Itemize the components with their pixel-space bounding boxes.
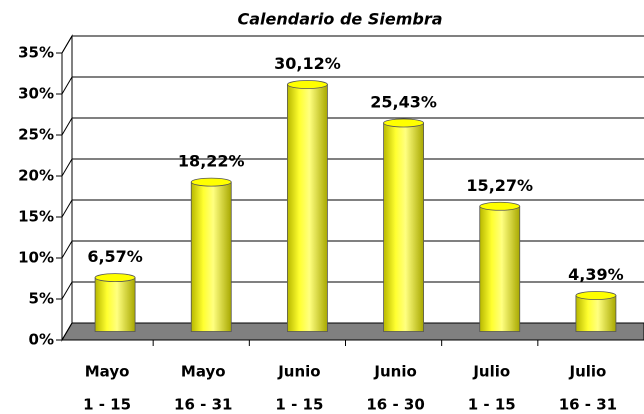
y-tick-label: 25% <box>18 126 54 144</box>
bar-top <box>479 201 521 211</box>
grid-line <box>61 199 644 218</box>
y-tick-label: 30% <box>18 85 54 103</box>
y-tick-label: 10% <box>18 249 54 267</box>
x-tick-label: Mayo <box>181 363 226 381</box>
x-tick-label: Junio <box>277 363 320 381</box>
bar <box>287 84 328 332</box>
value-label: 18,22% <box>178 152 245 171</box>
grid-line <box>61 117 644 136</box>
floor <box>61 322 644 341</box>
y-tick-label: 5% <box>29 290 54 308</box>
x-tick-label: 1 - 15 <box>275 396 323 414</box>
chart-title: Calendario de Siembra <box>238 10 443 29</box>
x-tick-label: Julio <box>568 363 606 381</box>
grid-line <box>61 35 644 54</box>
grid-line <box>61 240 644 259</box>
bar <box>575 295 617 332</box>
grid-line <box>61 158 644 177</box>
bar <box>94 277 136 332</box>
grid-line <box>61 322 644 341</box>
x-tick-label: Mayo <box>85 363 130 381</box>
bar-top <box>575 291 617 300</box>
y-tick-label: 0% <box>29 331 54 349</box>
bar <box>383 122 424 332</box>
value-label: 4,39% <box>568 265 624 284</box>
bar-top <box>287 80 328 89</box>
value-label: 6,57% <box>87 247 143 266</box>
y-tick-label: 20% <box>18 167 54 185</box>
bar-top <box>190 177 232 187</box>
y-tick-label: 15% <box>18 208 54 226</box>
x-tick-label: 1 - 15 <box>468 396 516 414</box>
grid-line <box>61 281 644 300</box>
x-tick-label: 16 - 31 <box>174 396 232 414</box>
value-label: 30,12% <box>274 54 341 73</box>
grid-line <box>61 76 644 95</box>
bar-top <box>94 273 136 283</box>
bar-top <box>383 118 424 128</box>
bar <box>479 205 521 332</box>
value-label: 25,43% <box>370 92 437 111</box>
value-label: 15,27% <box>466 176 533 195</box>
bar <box>190 181 232 332</box>
x-tick-label: Julio <box>472 363 510 381</box>
x-tick-label: 1 - 15 <box>83 396 131 414</box>
x-tick-label: Junio <box>373 363 416 381</box>
y-tick-label: 35% <box>18 44 54 62</box>
x-tick-label: 16 - 31 <box>559 396 617 414</box>
x-tick-label: 16 - 30 <box>366 396 424 414</box>
side-wall <box>61 34 73 342</box>
